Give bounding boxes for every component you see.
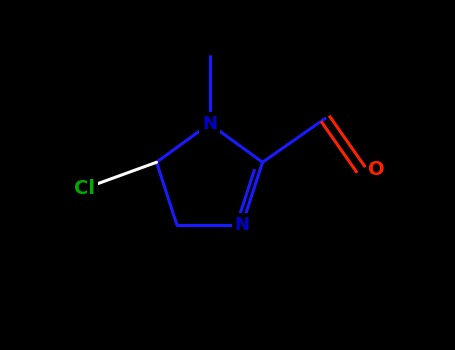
Text: N: N	[202, 115, 217, 133]
Text: N: N	[235, 216, 250, 233]
Text: Cl: Cl	[74, 179, 95, 198]
Text: O: O	[369, 161, 385, 180]
